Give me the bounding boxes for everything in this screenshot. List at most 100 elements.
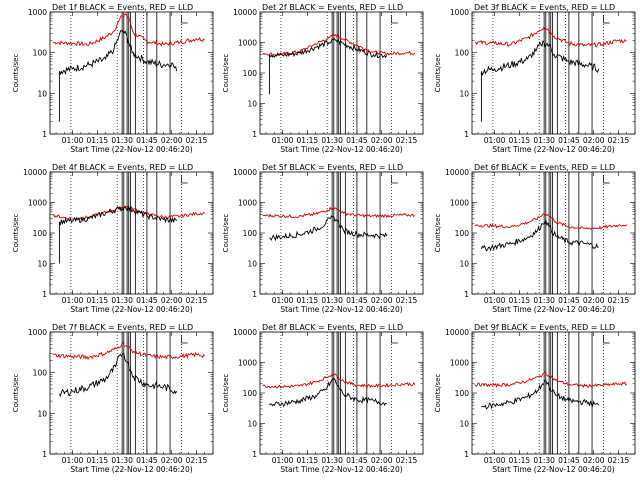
plot-area <box>474 332 628 454</box>
x-tick-label: 02:15 <box>608 136 630 145</box>
x-tick-label: 01:45 <box>346 456 368 465</box>
lld-series-line <box>474 371 628 389</box>
y-tick-label: 100 <box>243 389 258 398</box>
y-tick-label: 10000 <box>445 328 469 337</box>
x-tick-label: 01:15 <box>509 136 531 145</box>
x-axis-label: Start Time (22-Nov-12 00:46:20) <box>280 465 402 474</box>
x-tick-label: 01:00 <box>272 136 294 145</box>
corner-marker <box>603 175 610 184</box>
y-tick-label: 1 <box>464 130 469 139</box>
y-axis-label: Counts/sec <box>222 374 230 413</box>
x-tick-label: 01:45 <box>346 296 368 305</box>
x-tick-label: 01:15 <box>509 456 531 465</box>
panel-det-3: Det 3f BLACK = Events, RED = LLD Counts/s… <box>434 3 636 154</box>
x-tick-label: 02:00 <box>371 296 393 305</box>
x-axis-label: Start Time (22-Nov-12 00:46:20) <box>492 145 614 154</box>
x-axis-label: Start Time (22-Nov-12 00:46:20) <box>492 305 614 314</box>
x-tick-label: 02:00 <box>583 456 605 465</box>
events-series-line <box>58 205 178 264</box>
y-tick-label: 1000 <box>238 39 257 48</box>
y-tick-label: 1 <box>42 290 47 299</box>
y-tick-label: 1000 <box>28 328 47 337</box>
y-tick-label: 10000 <box>233 8 257 17</box>
corner-marker <box>603 15 610 24</box>
panel-det-2: Det 2f BLACK = Events, RED = LLD Counts/s… <box>222 3 424 154</box>
x-tick-label: 01:15 <box>297 136 319 145</box>
y-tick-label: 100 <box>455 229 470 238</box>
x-tick-label: 01:30 <box>111 296 133 305</box>
events-series-line <box>268 37 388 95</box>
y-tick-label: 10 <box>247 260 257 269</box>
y-tick-label: 1000 <box>28 199 47 208</box>
x-tick-label: 01:45 <box>346 136 368 145</box>
x-tick-label: 01:15 <box>509 296 531 305</box>
x-tick-label: 01:15 <box>297 296 319 305</box>
panel-det-4: Det 4f BLACK = Events, RED = LLD Counts/s… <box>12 163 214 314</box>
y-tick-label: 10 <box>37 89 47 98</box>
x-tick-label: 02:00 <box>161 136 183 145</box>
x-tick-label: 01:15 <box>87 136 109 145</box>
plot-area <box>52 332 206 454</box>
plot-frame <box>259 11 424 135</box>
y-tick-label: 10000 <box>445 168 469 177</box>
y-tick-label: 100 <box>243 229 258 238</box>
panel-det-9: Det 9f BLACK = Events, RED = LLD Counts/s… <box>434 323 636 474</box>
panel-title: Det 1f BLACK = Events, RED = LLD <box>52 3 193 12</box>
corner-marker <box>181 175 188 184</box>
y-axis-label: Counts/sec <box>12 54 20 93</box>
x-tick-label: 01:45 <box>558 456 580 465</box>
x-tick-label: 01:30 <box>533 296 555 305</box>
y-tick-label: 10 <box>459 260 469 269</box>
x-tick-label: 01:00 <box>62 456 84 465</box>
x-tick-label: 02:15 <box>396 456 418 465</box>
x-tick-label: 01:30 <box>321 456 343 465</box>
corner-marker <box>391 15 398 24</box>
x-tick-label: 01:00 <box>484 456 506 465</box>
y-axis-label: Counts/sec <box>12 214 20 253</box>
plot-frame <box>471 331 636 455</box>
y-tick-label: 100 <box>455 49 470 58</box>
x-tick-label: 02:15 <box>186 296 208 305</box>
y-tick-label: 10 <box>459 420 469 429</box>
y-tick-label: 1 <box>252 290 257 299</box>
x-tick-label: 02:00 <box>583 136 605 145</box>
x-tick-label: 01:30 <box>533 456 555 465</box>
y-tick-label: 1 <box>42 130 47 139</box>
events-series-line <box>480 218 599 252</box>
lld-series-line <box>262 373 416 389</box>
corner-marker <box>181 335 188 344</box>
x-axis-label: Start Time (22-Nov-12 00:46:20) <box>70 145 192 154</box>
y-tick-label: 10000 <box>233 168 257 177</box>
x-tick-label: 01:30 <box>111 136 133 145</box>
panel-title: Det 7f BLACK = Events, RED = LLD <box>52 323 193 332</box>
events-series-line <box>58 30 178 122</box>
x-tick-label: 02:00 <box>583 296 605 305</box>
panel-title: Det 3f BLACK = Events, RED = LLD <box>474 3 615 12</box>
panel-title: Det 9f BLACK = Events, RED = LLD <box>474 323 615 332</box>
panel-det-1: Det 1f BLACK = Events, RED = LLD Counts/s… <box>12 3 214 154</box>
y-tick-label: 1 <box>464 290 469 299</box>
panel-title: Det 4f BLACK = Events, RED = LLD <box>52 163 193 172</box>
plot-area <box>474 12 627 134</box>
x-tick-label: 01:45 <box>558 136 580 145</box>
plot-frame <box>49 331 214 455</box>
x-axis-label: Start Time (22-Nov-12 00:46:20) <box>70 305 192 314</box>
x-tick-label: 01:00 <box>484 296 506 305</box>
y-tick-label: 1 <box>252 450 257 459</box>
x-axis-label: Start Time (22-Nov-12 00:46:20) <box>492 465 614 474</box>
y-tick-label: 10000 <box>233 328 257 337</box>
x-tick-label: 01:45 <box>136 296 158 305</box>
x-tick-label: 02:00 <box>161 456 183 465</box>
y-tick-label: 1 <box>252 130 257 139</box>
x-axis-label: Start Time (22-Nov-12 00:46:20) <box>280 145 402 154</box>
lld-series-line <box>52 342 206 361</box>
panel-title: Det 6f BLACK = Events, RED = LLD <box>474 163 615 172</box>
y-tick-label: 1000 <box>450 199 469 208</box>
x-tick-label: 02:15 <box>608 296 630 305</box>
x-tick-label: 02:00 <box>371 136 393 145</box>
y-tick-label: 1 <box>42 450 47 459</box>
events-series-line <box>269 214 388 242</box>
y-tick-label: 1000 <box>450 8 469 17</box>
panel-det-7: Det 7f BLACK = Events, RED = LLD Counts/s… <box>12 323 214 474</box>
x-tick-label: 01:45 <box>558 296 580 305</box>
